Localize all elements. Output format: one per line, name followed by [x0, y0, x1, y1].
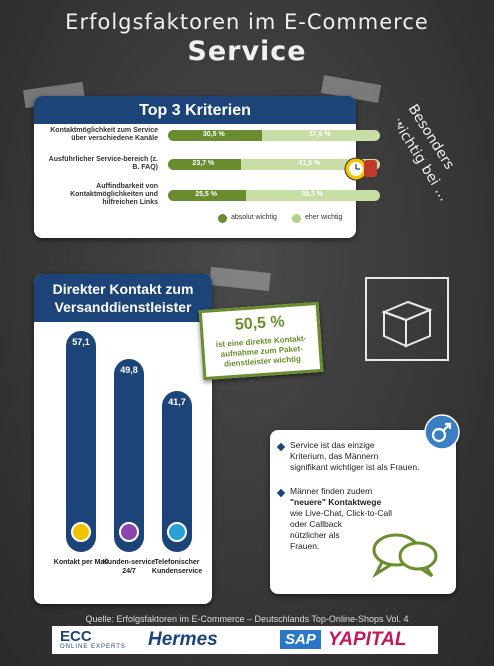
criterion-bar-track: 25,5 % 39,3 %	[168, 190, 380, 201]
page-title: Erfolgsfaktoren im E-Commerce	[65, 10, 429, 34]
criterion-bar-track: 30,5 % 37,6 %	[168, 130, 380, 141]
contact-bar-category: Telefonischer Kundenservice	[151, 559, 203, 575]
info-line: nützlicher als	[290, 530, 340, 540]
legend-label-absolut: absolut wichtig	[231, 214, 277, 221]
contact-bar-value: 57,1	[72, 337, 90, 348]
info-line: Frauen.	[290, 541, 320, 551]
hermes-logo: Hermes	[148, 629, 218, 650]
stat-value: 50,5 %	[234, 313, 286, 334]
criterion-label: Auffindbarkeit von Kontaktmöglichkeiten …	[70, 183, 158, 206]
chat-bubbles-icon	[372, 533, 438, 579]
info-line: oder Callback	[290, 519, 342, 529]
info-line: Service ist das einzige	[290, 440, 375, 450]
gender-info-card: Service ist das einzige Kriterium, das M…	[270, 430, 456, 594]
contact-heading-line1: Direkter Kontakt zum	[52, 281, 194, 297]
legend-swatch-eher	[292, 214, 301, 223]
sap-logo: SAP	[280, 630, 321, 649]
contact-bar	[114, 359, 144, 552]
info-line: Männer finden zudem	[290, 486, 373, 496]
contact-bar-category: Kontakt per Mail	[53, 559, 109, 566]
ecc-logo: ECC	[60, 628, 92, 645]
criterion-bar-track: 23,7 % 41,5 %	[168, 159, 380, 170]
stat-note-card: 50,5 % ist eine direkte Kontakt- aufnahm…	[198, 301, 324, 381]
ecc-logo-tagline: ONLINE EXPERTS	[60, 644, 126, 650]
clock-24-icon	[119, 522, 139, 542]
tape-decoration	[209, 266, 271, 292]
top3-heading: Top 3 Kriterien	[34, 96, 356, 124]
legend-swatch-absolut	[218, 214, 227, 223]
criterion-value-eher: 39,3 %	[301, 191, 323, 198]
contact-bar-category: Kunden-service 24/7	[102, 559, 156, 575]
legend-label-eher: eher wichtig	[305, 214, 343, 221]
criterion-value-eher: 41,5 %	[298, 160, 321, 167]
contact-bar-value: 41,7	[168, 396, 186, 407]
criterion-label: Kontaktmöglichkeit zum Service über vers…	[50, 127, 158, 142]
source-note: Quelle: Erfolgsfaktoren im E-Commerce – …	[85, 614, 409, 624]
criterion-bar-absolut	[168, 130, 262, 141]
info-line: "neuere" Kontaktwege	[290, 497, 382, 507]
info-text-2: Männer finden zudem "neuere" Kontaktwege…	[290, 486, 450, 552]
yapital-logo: YAPITAL	[328, 629, 407, 650]
top3-criteria-card: Top 3 Kriterien Kontaktmöglichkeit zum S…	[34, 96, 380, 238]
contact-chart-card: Direkter Kontakt zum Versanddienstleiste…	[34, 274, 212, 604]
package-box-icon	[365, 277, 449, 361]
male-symbol-icon	[424, 414, 460, 450]
bullet-icon	[276, 442, 286, 452]
info-text-1: Service ist das einzige Kriterium, das M…	[290, 440, 450, 473]
criterion-value-absolut: 30,5 %	[202, 131, 225, 138]
info-line: wie Live-Chat, Click-to-Call	[290, 508, 393, 518]
phone-icon	[167, 522, 187, 542]
bullet-icon	[276, 488, 286, 498]
besonders-wichtig-note: Besonders wichtig bei …	[398, 102, 457, 205]
info-line: Kriterium, das Männern	[290, 451, 379, 461]
criterion-value-absolut: 25,5 %	[195, 191, 217, 198]
sponsor-logos: ECC ONLINE EXPERTS Hermes SAP YAPITAL	[52, 626, 438, 654]
criterion-value-eher: 37,6 %	[308, 131, 331, 138]
mail-icon	[71, 522, 91, 542]
contact-bar-value: 49,8	[120, 365, 138, 376]
contact-bar	[66, 331, 96, 552]
criterion-bar-absolut	[168, 159, 241, 170]
criterion-value-absolut: 23,7 %	[192, 160, 215, 167]
page-subtitle: Service	[187, 36, 307, 67]
contact-heading: Direkter Kontakt zum Versanddienstleiste…	[34, 274, 212, 322]
clock-icon	[344, 157, 377, 181]
info-line: signifikant wichtiger ist als Frauen.	[290, 462, 420, 472]
stat-description: ist eine direkte Kontakt- aufnahme zum P…	[204, 333, 320, 371]
criterion-label: Ausführlicher Service-bereich (z. B. FAQ…	[48, 156, 158, 171]
criterion-bar-absolut	[168, 190, 247, 201]
contact-heading-line2: Versanddienstleister	[54, 299, 192, 315]
